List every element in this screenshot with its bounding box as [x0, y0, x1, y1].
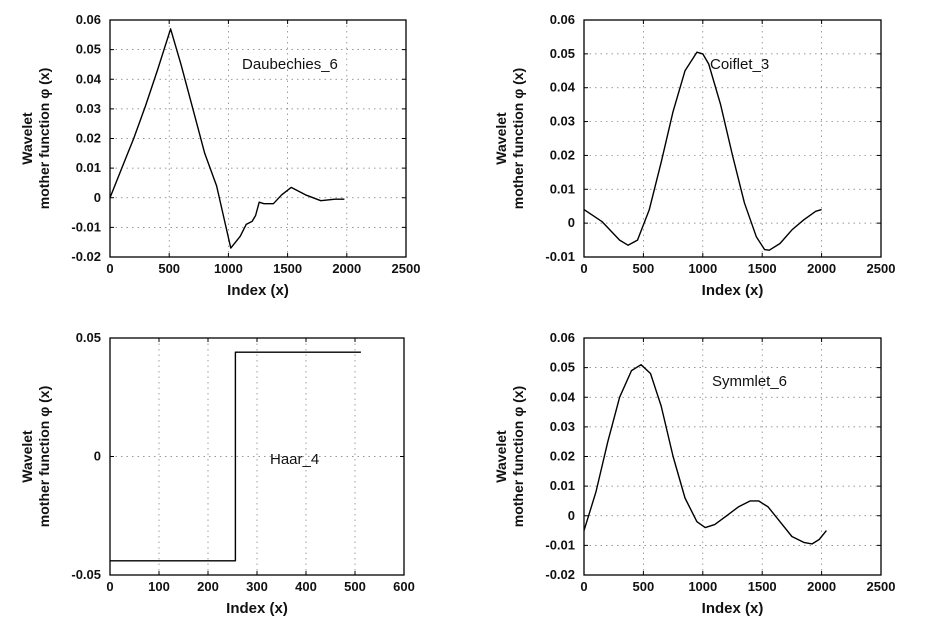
- wavelet-series-line: [583, 364, 827, 545]
- y-tick-label: 0.04: [76, 71, 102, 86]
- wavelet-name-annotation: Symmlet_6: [712, 373, 787, 390]
- x-tick-label: 1000: [688, 261, 717, 276]
- x-tick-label: 300: [246, 579, 268, 594]
- y-tick-label: -0.01: [545, 537, 575, 552]
- x-tick-label: 2500: [867, 579, 896, 594]
- y-tick-label: -0.05: [71, 567, 101, 582]
- y-tick-label: -0.01: [71, 219, 101, 234]
- y-axis-label-line1: Wavelet: [493, 112, 509, 165]
- y-tick-label: 0.02: [76, 131, 101, 146]
- y-tick-label: 0.05: [550, 46, 575, 61]
- wavelet-series-line: [109, 28, 345, 249]
- y-tick-label: 0.05: [76, 42, 101, 57]
- y-tick-label: 0.05: [76, 330, 101, 345]
- x-tick-label: 400: [295, 579, 317, 594]
- y-tick-label: 0.06: [550, 330, 575, 345]
- y-tick-label: 0: [568, 215, 575, 230]
- y-axis-label-line2: mother function φ (x): [510, 68, 526, 209]
- plot-frame: [583, 19, 882, 258]
- y-axis-label-line1: Wavelet: [19, 430, 35, 483]
- chart-panel-1: 0 500 1000 1500 2000 2500 -0.02 -0.01 0 0.01 0.02 0…: [19, 12, 420, 299]
- y-axis-label-line1: Wavelet: [493, 430, 509, 483]
- x-axis-label: Index (x): [702, 600, 764, 617]
- y-axis-label-line1: Wavelet: [19, 112, 35, 165]
- x-tick-label: 2500: [392, 261, 421, 276]
- y-tick-label: 0: [568, 508, 575, 523]
- y-tick-label: 0.04: [550, 389, 576, 404]
- y-tick-label: 0.05: [550, 360, 575, 375]
- x-tick-label: 0: [580, 261, 587, 276]
- x-tick-label: 2000: [807, 261, 836, 276]
- y-tick-label: 0.02: [550, 449, 575, 464]
- x-tick-label: 100: [148, 579, 170, 594]
- y-tick-label: 0.03: [76, 101, 101, 116]
- x-tick-label: 1000: [688, 579, 717, 594]
- x-tick-label: 1500: [748, 261, 777, 276]
- x-tick-label: 2000: [807, 579, 836, 594]
- x-tick-label: 2500: [867, 261, 896, 276]
- y-tick-label: -0.02: [71, 249, 101, 264]
- chart-panel-2: 0 500 1000 1500 2000 2500 -0.01 0 0.01 0.02 0.03 0.…: [493, 12, 895, 299]
- y-tick-label: 0.01: [76, 160, 101, 175]
- x-tick-label: 500: [633, 261, 655, 276]
- x-tick-label: 200: [197, 579, 219, 594]
- y-tick-label: 0: [94, 449, 101, 464]
- y-tick-label: 0.06: [550, 12, 575, 27]
- x-axis-label: Index (x): [226, 600, 288, 617]
- x-tick-label: 0: [106, 261, 113, 276]
- chart-panel-3: 0 100 200 300 400 500 600 -0.05 0 0.05 Index (x) Wa…: [19, 330, 415, 617]
- x-axis-label: Index (x): [702, 282, 764, 299]
- wavelet-name-annotation: Coiflet_3: [710, 56, 769, 73]
- wavelet-name-annotation: Haar_4: [270, 451, 319, 468]
- wavelet-name-annotation: Daubechies_6: [242, 56, 338, 73]
- y-tick-label: 0.04: [550, 80, 576, 95]
- y-tick-label: 0: [94, 190, 101, 205]
- x-tick-label: 500: [158, 261, 180, 276]
- y-axis-label-line2: mother function φ (x): [36, 386, 52, 527]
- y-tick-label: 0.02: [550, 147, 575, 162]
- x-tick-label: 1000: [214, 261, 243, 276]
- y-axis-label-line2: mother function φ (x): [510, 386, 526, 527]
- y-tick-label: 0.01: [550, 478, 575, 493]
- x-tick-label: 1500: [748, 579, 777, 594]
- y-tick-label: 0.06: [76, 12, 101, 27]
- x-tick-label: 0: [580, 579, 587, 594]
- y-axis-label-line2: mother function φ (x): [36, 68, 52, 209]
- y-tick-label: -0.02: [545, 567, 575, 582]
- x-tick-label: 2000: [332, 261, 361, 276]
- y-tick-label: -0.01: [545, 249, 575, 264]
- x-tick-label: 1500: [273, 261, 302, 276]
- x-tick-label: 500: [344, 579, 366, 594]
- wavelet-series-line: [110, 351, 361, 562]
- x-tick-label: 0: [106, 579, 113, 594]
- y-tick-label: 0.03: [550, 419, 575, 434]
- x-axis-label: Index (x): [227, 282, 289, 299]
- x-tick-label: 600: [393, 579, 415, 594]
- x-tick-label: 500: [633, 579, 655, 594]
- y-tick-label: 0.01: [550, 181, 575, 196]
- chart-panel-4: 0 500 1000 1500 2000 2500 -0.02 -0.01 0 0.01 0.02 0…: [493, 330, 895, 617]
- wavelet-series-line: [583, 51, 822, 251]
- y-tick-label: 0.03: [550, 114, 575, 129]
